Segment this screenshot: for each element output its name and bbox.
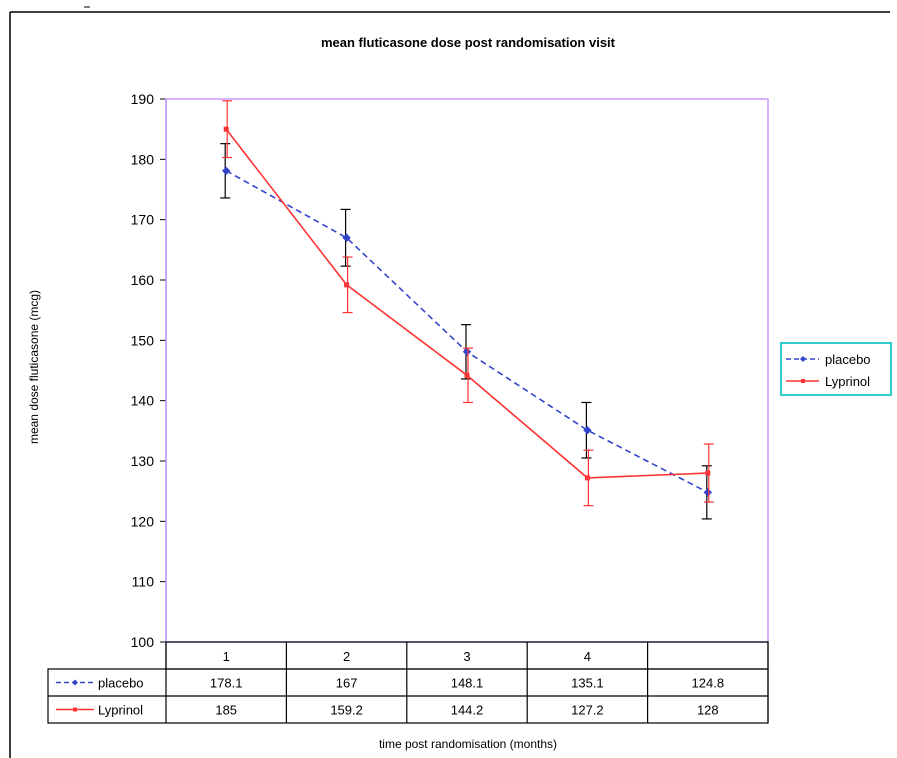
table-cell-value: 159.2 bbox=[330, 703, 363, 718]
data-point-Lyprinol bbox=[705, 470, 711, 476]
data-point-placebo bbox=[703, 488, 713, 497]
legend-label-placebo: placebo bbox=[825, 352, 871, 367]
y-tick-label: 170 bbox=[131, 212, 155, 228]
legend-box bbox=[780, 342, 892, 396]
data-point-Lyprinol bbox=[464, 372, 470, 378]
table-series-label: Lyprinol bbox=[98, 703, 143, 718]
data-point-placebo bbox=[342, 233, 351, 242]
data-point-placebo bbox=[462, 347, 472, 357]
data-point-Lyprinol bbox=[344, 282, 350, 288]
plot-area bbox=[165, 98, 769, 643]
data-point-placebo bbox=[583, 426, 592, 435]
data-point-placebo bbox=[221, 166, 231, 176]
y-tick-label: 100 bbox=[131, 634, 155, 650]
x-category-label: 3 bbox=[463, 649, 470, 664]
series-layer bbox=[220, 100, 714, 520]
series-line-placebo bbox=[225, 170, 709, 494]
table-cell-value: 178.1 bbox=[210, 676, 243, 691]
table-cell-value: 127.2 bbox=[571, 703, 604, 718]
chart-title: mean fluticasone dose post randomisation… bbox=[321, 35, 616, 50]
table-cell-value: 128 bbox=[697, 703, 719, 718]
table-cell-value: 167 bbox=[336, 676, 358, 691]
data-point-Lyprinol bbox=[223, 126, 229, 132]
y-tick-label: 190 bbox=[131, 91, 155, 107]
x-category-label: 2 bbox=[343, 649, 350, 664]
legend-label-Lyprinol: Lyprinol bbox=[825, 374, 870, 389]
series-line-Lyprinol bbox=[225, 128, 708, 479]
y-tick-label: 150 bbox=[131, 332, 155, 348]
table-legend-marker bbox=[72, 679, 78, 686]
y-axis: 100 110 120 130 140 150 160 170 180 190 bbox=[131, 91, 167, 650]
x-axis-title: time post randomisation (months) bbox=[379, 737, 557, 751]
table-cell-value: 148.1 bbox=[451, 676, 484, 691]
y-tick-label: 130 bbox=[131, 453, 155, 469]
y-tick-label: 160 bbox=[131, 272, 155, 288]
y-axis-title: mean dose fluticasone (mcg) bbox=[27, 290, 41, 444]
legend-marker bbox=[801, 379, 805, 383]
table-cell-value: 124.8 bbox=[692, 676, 725, 691]
x-category-label: 1 bbox=[223, 649, 230, 664]
y-tick-label: 180 bbox=[131, 151, 155, 167]
data-table: 1 2 3 4 placebo 178.1 167 148.1 135.1 124.8 Lyprin… bbox=[47, 641, 769, 724]
table-legend-marker bbox=[73, 707, 77, 712]
y-tick-label: 120 bbox=[131, 513, 155, 529]
y-tick-label: 110 bbox=[132, 574, 155, 590]
table-cell-value: 144.2 bbox=[451, 703, 484, 718]
table-series-label: placebo bbox=[98, 676, 144, 691]
legend: placebo Lyprinol bbox=[780, 342, 892, 396]
table-cell-value: 185 bbox=[215, 703, 237, 718]
y-tick-label: 140 bbox=[131, 393, 155, 409]
table-cell-value: 135.1 bbox=[571, 676, 604, 691]
x-category-label: 4 bbox=[584, 649, 591, 664]
legend-marker bbox=[800, 356, 806, 362]
data-point-Lyprinol bbox=[584, 475, 590, 481]
